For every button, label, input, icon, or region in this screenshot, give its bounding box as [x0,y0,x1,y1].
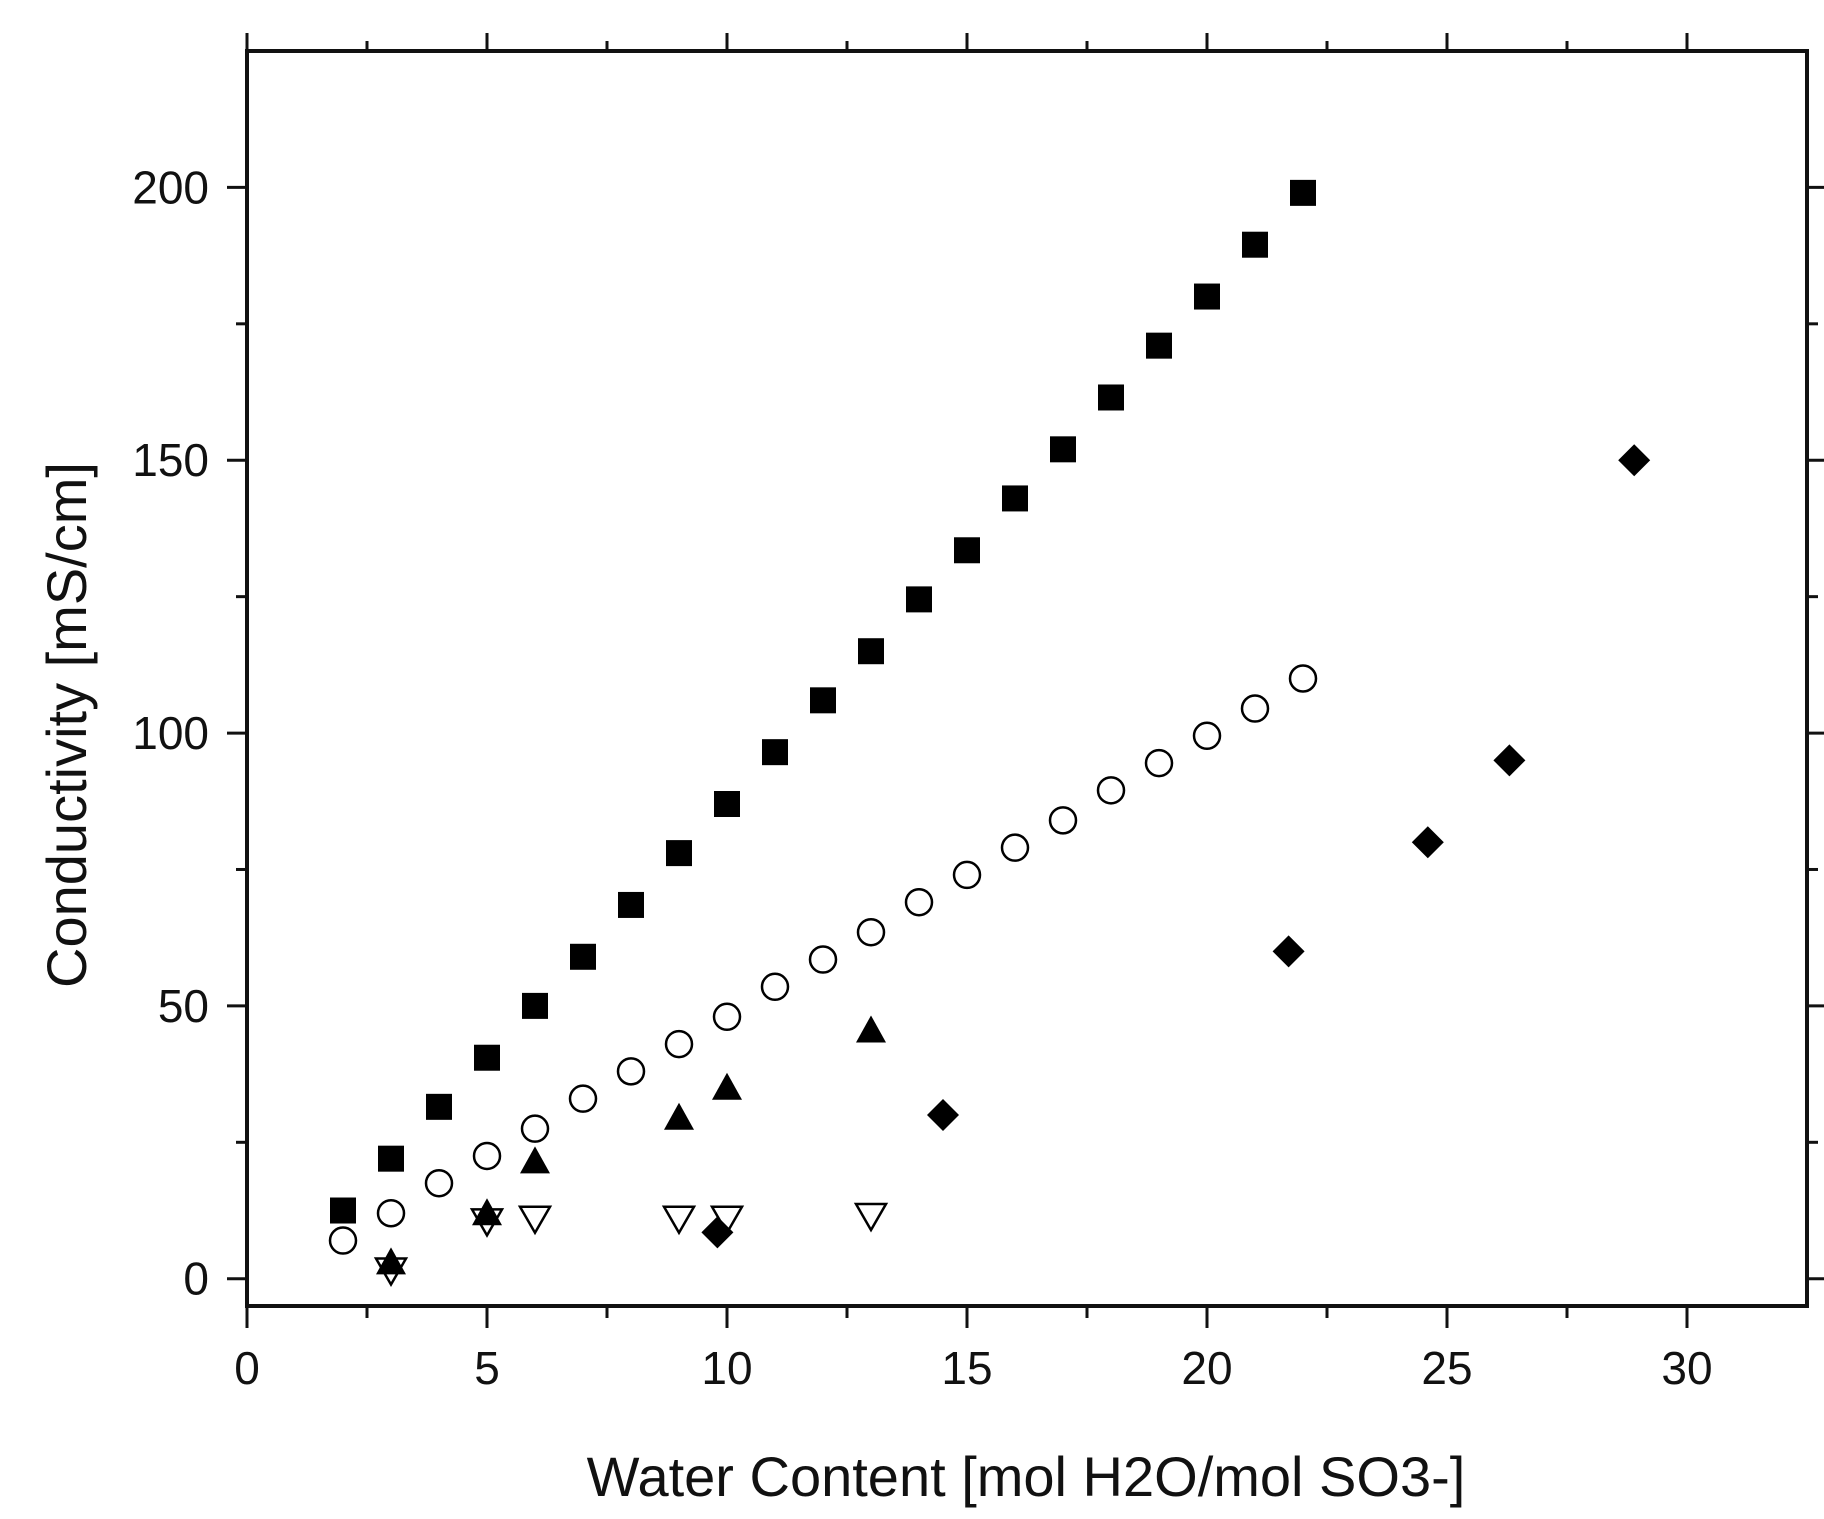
square-marker [1290,179,1316,206]
open-circle-marker [664,1029,694,1059]
y-tick-label: 0 [183,1253,209,1305]
y-tick-label: 200 [132,161,209,213]
y-tick-label: 100 [132,707,209,759]
square-marker [474,1044,500,1071]
open-circle-marker [712,1002,742,1032]
square-marker [1050,436,1076,463]
square-marker [618,891,644,918]
x-tick-label: 0 [234,1342,260,1394]
square-marker [714,791,740,817]
diamond-marker [1411,826,1444,859]
open-circle-marker [1288,664,1318,693]
diamond-marker [1272,935,1305,968]
open-triangle-marker [853,1202,889,1233]
square-marker [954,537,980,564]
diamond-marker [1493,744,1526,777]
open-circle-marker [904,887,934,917]
diamond-marker [1618,444,1651,477]
open-circle-marker [328,1226,358,1255]
open-circle-marker [1192,721,1222,751]
square-marker [378,1145,404,1172]
square-marker [1194,283,1220,310]
open-circle-marker [1096,776,1126,805]
square-marker [810,687,836,714]
plot-frame [245,49,1809,1308]
open-circle-marker [856,917,886,947]
square-marker [330,1197,356,1224]
open-triangle-marker [661,1205,697,1236]
open-circle-marker [376,1198,406,1228]
square-marker [906,586,932,613]
x-tick-label: 20 [1181,1342,1232,1394]
square-marker [762,739,788,766]
filled-triangle-marker [472,1198,502,1226]
open-circle-marker [424,1168,454,1198]
square-marker [1002,485,1028,512]
filled-triangle-marker [664,1102,694,1130]
square-marker [1098,384,1124,411]
open-circle-marker [1000,833,1030,862]
diamond-marker [927,1099,959,1132]
open-circle-marker [1144,748,1174,778]
data-markers [328,179,1651,1288]
tick-labels: 0 5 10 15 20 25 30 0 50 100 150 200 [132,161,1712,1394]
x-tick-label: 15 [941,1342,992,1394]
filled-triangle-marker [712,1072,742,1100]
square-marker [858,638,884,665]
x-tick-label: 5 [474,1342,500,1394]
y-axis-label: Conductivity [mS/cm] [35,462,98,988]
open-circle-marker [520,1114,550,1143]
square-marker [1146,332,1172,359]
y-tick-label: 150 [132,434,209,486]
open-circle-marker [1240,694,1270,723]
y-tick-label: 50 [158,980,209,1032]
open-circle-marker [1048,806,1078,835]
diamond-marker [701,1216,734,1249]
open-circle-marker [760,972,790,1002]
x-axis-label: Water Content [mol H2O/mol SO3-] [587,1445,1466,1508]
square-marker [426,1093,452,1120]
square-marker [666,840,692,867]
open-circle-marker [952,860,982,890]
x-tick-label: 25 [1421,1342,1472,1394]
x-tick-label: 10 [701,1342,752,1394]
square-marker [1242,231,1268,258]
open-circle-marker [472,1141,502,1171]
open-triangle-marker [517,1205,553,1236]
open-circle-marker [808,945,838,974]
square-marker [522,992,548,1019]
filled-triangle-marker [376,1247,406,1275]
square-marker [570,943,596,970]
open-circle-marker [568,1084,598,1113]
open-circle-marker [616,1057,646,1086]
filled-triangle-marker [856,1015,886,1043]
x-tick-label: 30 [1661,1342,1712,1394]
filled-triangle-marker [520,1146,550,1174]
